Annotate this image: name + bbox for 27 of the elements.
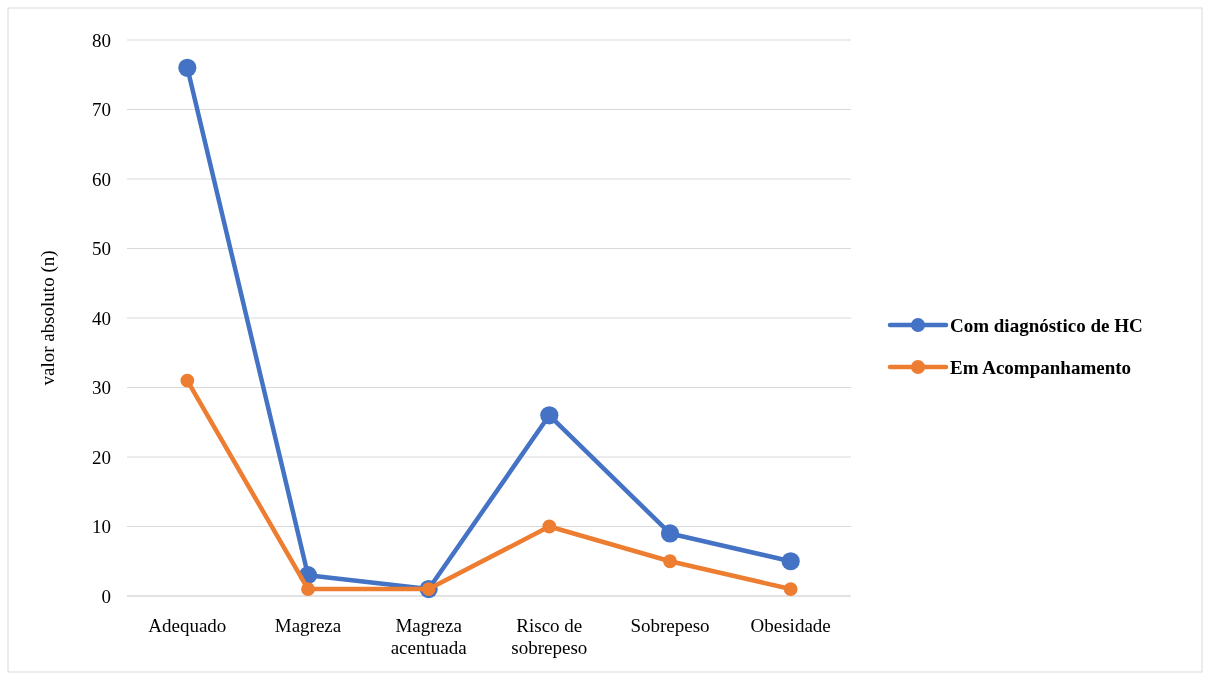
y-tick-label: 70	[92, 99, 111, 121]
y-tick-label: 40	[92, 307, 111, 329]
point	[180, 373, 195, 388]
x-tick-label: Risco de sobrepeso	[511, 615, 588, 658]
y-axis-title: valor absoluto (n)	[37, 250, 59, 386]
y-tick-label: 50	[92, 238, 111, 260]
y-tick-label: 80	[92, 29, 111, 51]
x-tick-label: Sobrepeso	[630, 615, 710, 636]
point	[301, 582, 315, 596]
y-tick-label: 10	[92, 516, 111, 538]
point	[663, 554, 677, 569]
legend-label: Com diagnóstico de HC	[950, 315, 1143, 336]
y-tick-label: 30	[92, 377, 111, 399]
y-tick-label: 20	[92, 446, 111, 468]
x-tick-label: Obesidade	[750, 615, 831, 636]
legend-label: Em Acompanhamento	[950, 357, 1132, 378]
x-tick-label: Magreza acentuada	[390, 615, 468, 658]
point	[660, 524, 680, 543]
x-tick-label: Magreza	[274, 615, 342, 636]
point	[178, 58, 197, 77]
y-tick-label: 60	[92, 168, 111, 190]
point	[783, 582, 798, 596]
y-tick-label: 0	[101, 585, 111, 607]
x-tick-label: Adequado	[148, 615, 227, 636]
point	[540, 406, 559, 425]
point	[781, 552, 800, 571]
point	[542, 519, 557, 534]
